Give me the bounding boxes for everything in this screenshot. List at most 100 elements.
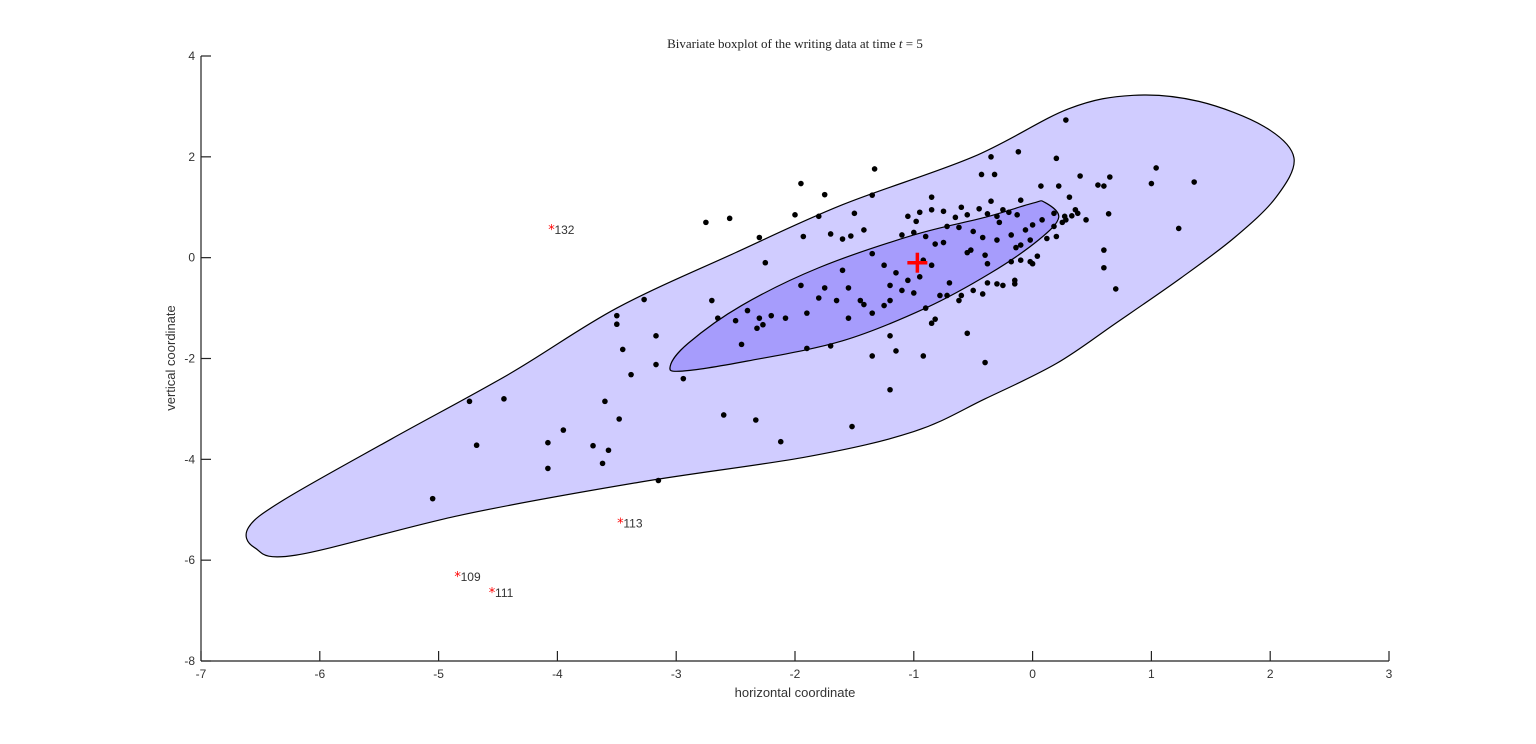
data-point	[1027, 237, 1034, 243]
data-point	[1105, 211, 1112, 217]
center-marker	[907, 252, 928, 273]
data-point	[845, 315, 852, 321]
data-point	[920, 353, 927, 359]
data-point	[905, 213, 911, 220]
data-point	[827, 231, 834, 237]
data-point	[849, 423, 855, 430]
data-point	[641, 296, 647, 303]
data-point	[978, 171, 985, 178]
data-point	[1101, 264, 1107, 271]
data-point	[994, 213, 1000, 220]
x-tick-label: 0	[1029, 667, 1036, 681]
data-point	[599, 460, 606, 467]
data-point	[473, 442, 480, 449]
data-point	[1083, 217, 1089, 223]
data-point	[958, 204, 965, 211]
data-point	[887, 282, 893, 289]
data-point	[756, 315, 763, 321]
data-point	[1006, 209, 1012, 216]
data-point	[881, 302, 887, 309]
data-point	[956, 224, 962, 231]
data-point	[970, 287, 976, 294]
data-point	[1053, 155, 1060, 162]
data-point	[752, 417, 759, 423]
data-point	[1101, 247, 1107, 253]
data-point	[1008, 232, 1015, 238]
data-point	[922, 233, 929, 240]
data-point	[1112, 286, 1119, 292]
data-point	[1017, 197, 1024, 203]
x-tick-label: -2	[790, 667, 801, 681]
data-point	[800, 233, 807, 240]
data-point	[932, 316, 938, 322]
data-point	[709, 297, 715, 304]
data-point	[982, 359, 988, 366]
asterisk-icon: *	[454, 570, 461, 585]
data-point	[944, 223, 950, 230]
data-point	[714, 315, 721, 321]
data-point	[857, 297, 864, 304]
data-point	[560, 427, 567, 433]
data-point	[1069, 213, 1075, 219]
y-tick-label: -2	[184, 352, 195, 366]
data-point	[545, 465, 551, 472]
data-point	[984, 211, 991, 217]
data-point	[1038, 183, 1044, 189]
data-point	[979, 234, 986, 241]
data-point	[845, 285, 852, 291]
data-point	[429, 495, 436, 502]
data-point	[605, 447, 612, 454]
data-point	[839, 267, 846, 274]
data-point	[1017, 257, 1024, 263]
data-point	[762, 259, 769, 266]
data-point	[703, 219, 709, 226]
x-tick-label: 1	[1148, 667, 1155, 681]
data-point	[944, 292, 950, 299]
data-point	[738, 341, 745, 348]
data-point	[833, 297, 840, 304]
data-point	[1051, 210, 1057, 217]
data-point	[970, 228, 976, 235]
data-point	[815, 295, 822, 301]
data-point	[893, 348, 899, 354]
chart-title: Bivariate boxplot of the writing data at…	[667, 36, 923, 51]
data-point	[655, 477, 662, 484]
asterisk-icon: *	[548, 223, 555, 238]
data-point	[1000, 282, 1006, 289]
y-tick-label: -4	[184, 452, 195, 466]
data-point	[996, 219, 1003, 226]
data-point	[940, 239, 947, 246]
data-point	[928, 194, 935, 200]
y-tick-label: 0	[188, 251, 195, 265]
data-point	[1101, 183, 1107, 189]
data-point	[1063, 217, 1069, 223]
asterisk-icon: *	[617, 516, 624, 531]
data-point	[720, 412, 727, 418]
data-point	[839, 236, 846, 242]
data-point	[1013, 244, 1019, 251]
data-point	[1029, 260, 1036, 267]
data-point	[1191, 179, 1197, 185]
data-point	[869, 192, 876, 198]
inner-hinge-contour	[669, 200, 1060, 372]
x-tick-label: -5	[433, 667, 444, 681]
data-point	[614, 312, 620, 319]
data-point	[952, 214, 959, 221]
data-point	[861, 301, 867, 308]
data-point	[1063, 117, 1069, 123]
x-tick-label: 3	[1386, 667, 1393, 681]
data-point	[760, 321, 766, 328]
data-point	[653, 333, 659, 339]
data-point	[991, 171, 998, 178]
data-point	[1153, 165, 1159, 171]
data-point	[754, 325, 760, 332]
data-point	[827, 343, 834, 349]
data-point	[976, 205, 982, 212]
data-point	[821, 285, 828, 291]
data-point	[501, 396, 507, 402]
data-point	[792, 212, 798, 218]
data-point	[956, 297, 962, 304]
plot-area: * 132* 113* 109* 111	[245, 94, 1295, 601]
data-point	[881, 262, 887, 269]
